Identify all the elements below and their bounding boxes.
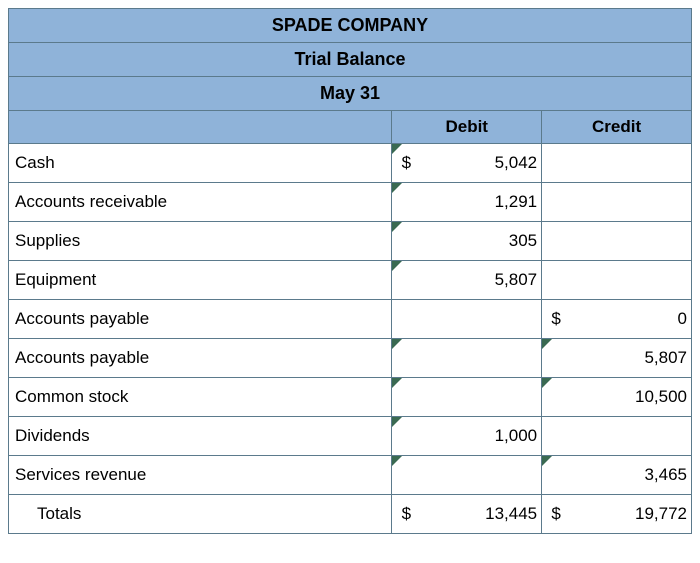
credit-value: 3,465: [570, 465, 691, 485]
table-row: Totals $ 13,445 $ 19,772: [9, 495, 692, 534]
table-row: Cash $ 5,042: [9, 144, 692, 183]
account-name: Services revenue: [9, 456, 392, 495]
currency-symbol: $: [392, 153, 420, 173]
credit-cell[interactable]: [542, 222, 692, 261]
debit-col-header: Debit: [392, 111, 542, 144]
credit-cell[interactable]: [542, 144, 692, 183]
credit-value: 5,807: [570, 348, 691, 368]
debit-cell[interactable]: 5,807: [392, 261, 542, 300]
edit-flag-icon: [392, 144, 402, 154]
account-name: Totals: [9, 495, 392, 534]
table-row: Dividends 1,000: [9, 417, 692, 456]
debit-value: 13,445: [420, 504, 541, 524]
debit-cell[interactable]: $ 5,042: [392, 144, 542, 183]
debit-value: 1,000: [420, 426, 541, 446]
account-name: Supplies: [9, 222, 392, 261]
table-row: Accounts receivable 1,291: [9, 183, 692, 222]
credit-col-header: Credit: [542, 111, 692, 144]
report-subtitle: Trial Balance: [9, 43, 692, 77]
credit-cell[interactable]: [542, 183, 692, 222]
debit-value: 5,042: [420, 153, 541, 173]
table-row: Equipment 5,807: [9, 261, 692, 300]
debit-cell[interactable]: [392, 456, 542, 495]
debit-value: 5,807: [420, 270, 541, 290]
credit-value: 19,772: [570, 504, 691, 524]
debit-cell[interactable]: 1,291: [392, 183, 542, 222]
credit-cell[interactable]: [542, 261, 692, 300]
account-name: Common stock: [9, 378, 392, 417]
table-row: Accounts payable $ 0: [9, 300, 692, 339]
account-name: Cash: [9, 144, 392, 183]
currency-symbol: $: [392, 504, 420, 524]
credit-value: 0: [570, 309, 691, 329]
account-name: Accounts payable: [9, 339, 392, 378]
edit-flag-icon: [392, 261, 402, 271]
edit-flag-icon: [392, 417, 402, 427]
edit-flag-icon: [542, 339, 552, 349]
edit-flag-icon: [392, 183, 402, 193]
trial-balance-table: SPADE COMPANY Trial Balance May 31 Debit…: [8, 8, 692, 534]
credit-cell[interactable]: 5,807: [542, 339, 692, 378]
account-name: Accounts receivable: [9, 183, 392, 222]
debit-cell[interactable]: 1,000: [392, 417, 542, 456]
table-row: Common stock 10,500: [9, 378, 692, 417]
edit-flag-icon: [542, 456, 552, 466]
debit-cell[interactable]: [392, 378, 542, 417]
account-name: Accounts payable: [9, 300, 392, 339]
company-title: SPADE COMPANY: [9, 9, 692, 43]
edit-flag-icon: [392, 456, 402, 466]
table-row: Supplies 305: [9, 222, 692, 261]
debit-value: 305: [420, 231, 541, 251]
debit-value: 1,291: [420, 192, 541, 212]
account-name: Equipment: [9, 261, 392, 300]
credit-cell: $ 19,772: [542, 495, 692, 534]
report-date: May 31: [9, 77, 692, 111]
credit-cell[interactable]: [542, 417, 692, 456]
debit-cell[interactable]: 305: [392, 222, 542, 261]
currency-symbol: $: [542, 309, 570, 329]
credit-value: 10,500: [570, 387, 691, 407]
debit-cell: $ 13,445: [392, 495, 542, 534]
credit-cell[interactable]: 3,465: [542, 456, 692, 495]
debit-cell[interactable]: [392, 300, 542, 339]
edit-flag-icon: [392, 222, 402, 232]
credit-cell[interactable]: $ 0: [542, 300, 692, 339]
account-col-header: [9, 111, 392, 144]
credit-cell[interactable]: 10,500: [542, 378, 692, 417]
table-row: Accounts payable 5,807: [9, 339, 692, 378]
edit-flag-icon: [392, 339, 402, 349]
debit-cell[interactable]: [392, 339, 542, 378]
account-name: Dividends: [9, 417, 392, 456]
edit-flag-icon: [392, 378, 402, 388]
edit-flag-icon: [542, 378, 552, 388]
currency-symbol: $: [542, 504, 570, 524]
table-row: Services revenue 3,465: [9, 456, 692, 495]
